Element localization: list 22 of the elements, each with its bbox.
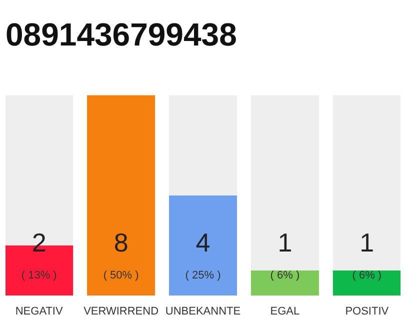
bar (250, 95, 319, 270)
x-tick-label: UNBEKANNTE (165, 306, 241, 318)
x-tick-label: POSITIV (345, 306, 390, 318)
x-tick-label: NEGATIV (15, 306, 64, 318)
bar (250, 270, 319, 296)
x-tick-label: EGAL (270, 306, 300, 318)
annotation: ( 6% ) (352, 270, 382, 282)
data-label: 1 (278, 228, 292, 258)
annotation: ( 6% ) (270, 270, 300, 282)
annotation: ( 25% ) (185, 270, 221, 282)
x-tick-label: VERWIRREND (84, 306, 159, 318)
bar (168, 195, 238, 296)
bar (332, 270, 400, 296)
data-label: 8 (114, 228, 128, 258)
chart-title: 0891436799438 (6, 16, 237, 52)
annotation: ( 50% ) (103, 270, 139, 282)
data-label: 4 (196, 228, 210, 258)
bar (168, 95, 238, 196)
bar (87, 95, 156, 296)
data-label: 1 (360, 228, 374, 258)
bar (332, 95, 400, 270)
annotation: ( 13% ) (21, 270, 57, 282)
